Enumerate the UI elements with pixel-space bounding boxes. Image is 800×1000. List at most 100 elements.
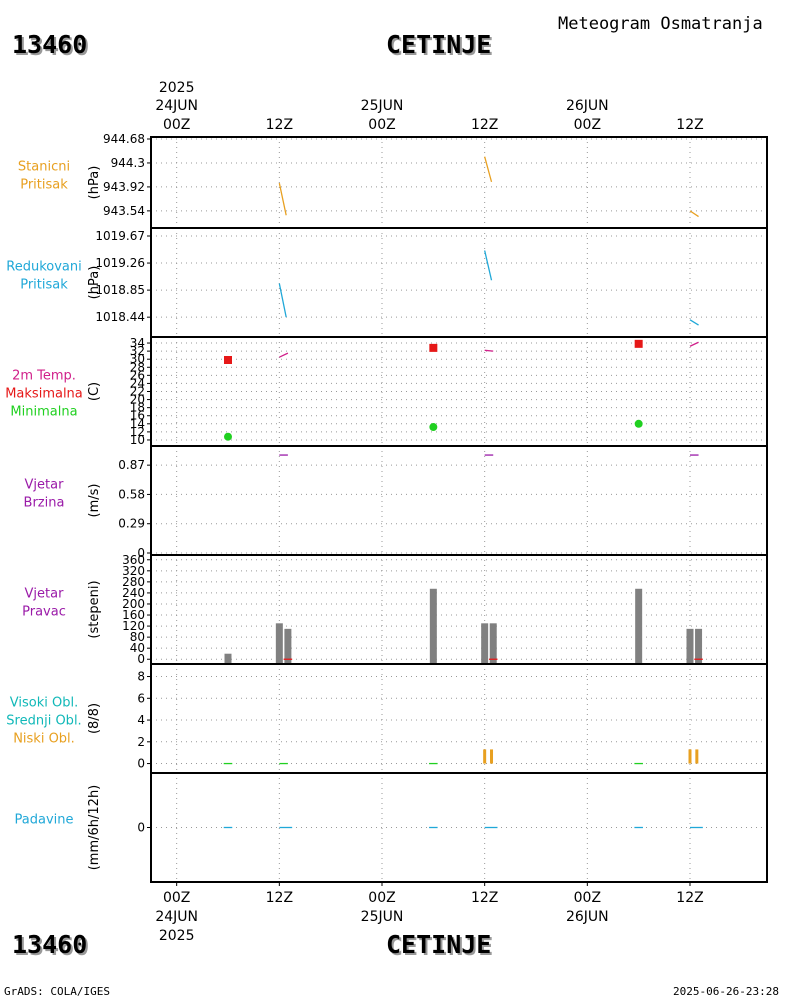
- legend-label: Pravac: [22, 605, 66, 620]
- wind-direction-bar: [481, 623, 489, 663]
- wind-direction-bar: [284, 628, 292, 663]
- y-tick-label: 12: [130, 425, 145, 439]
- legend-label: Visoki Obl.: [10, 696, 78, 711]
- legend-label: Maksimalna: [5, 387, 83, 402]
- y-tick-label: 120: [122, 619, 145, 633]
- station-id-bottom: 13460: [12, 930, 88, 959]
- date-label-top: 25JUN: [361, 98, 404, 114]
- y-axis-unit: (8/8): [87, 703, 102, 734]
- panel-frame: [150, 772, 768, 883]
- y-axis-unit: (stepeni): [87, 580, 102, 638]
- y-tick-label: 6: [137, 691, 145, 705]
- station-id-top: 13460: [12, 30, 88, 59]
- legend-label: 2m Temp.: [12, 369, 76, 384]
- series-segment: [484, 250, 493, 281]
- y-axis-unit: (C): [87, 382, 102, 401]
- y-tick-label: 22: [130, 385, 145, 399]
- date-label-top: 24JUN: [155, 98, 198, 114]
- y-tick-label: 240: [122, 586, 145, 600]
- max-temp-marker: [429, 343, 438, 352]
- y-tick-label: 160: [122, 608, 145, 622]
- y-tick-label: 8: [137, 670, 145, 684]
- time-tick-label-top: 00Z: [163, 117, 190, 133]
- series-segment: [689, 319, 699, 326]
- y-tick-label: 18: [130, 401, 145, 415]
- wind-direction-bar: [489, 623, 497, 663]
- y-tick-label: 0.87: [118, 458, 145, 472]
- y-axis-unit: (hPa): [87, 166, 102, 200]
- generation-timestamp: 2025-06-26-23:28: [673, 985, 779, 998]
- low-cloud-bar: [695, 749, 699, 764]
- legend-label: Srednji Obl.: [6, 714, 81, 729]
- y-tick-label: 10: [130, 433, 145, 447]
- y-tick-label: 16: [130, 409, 145, 423]
- y-tick-label: 1019.67: [95, 229, 145, 243]
- panel-frame: [150, 663, 768, 774]
- legend-label: Minimalna: [10, 405, 77, 420]
- series-segment: [484, 349, 494, 352]
- y-tick-label: 28: [130, 360, 145, 374]
- panel-frame: [150, 336, 768, 447]
- y-tick-label: 0: [137, 652, 145, 666]
- legend-label: Pritisak: [20, 278, 68, 293]
- low-cloud-bar: [490, 749, 494, 764]
- time-tick-label-top: 00Z: [368, 117, 395, 133]
- y-tick-label: 0: [137, 546, 145, 560]
- series-segment: [278, 283, 287, 318]
- time-tick-label-top: 00Z: [574, 117, 601, 133]
- wind-direction-bar: [429, 588, 437, 663]
- y-tick-label: 1018.85: [95, 283, 145, 297]
- low-cloud-bar: [688, 749, 692, 764]
- wind-direction-bar: [635, 588, 643, 663]
- series-segment: [279, 352, 289, 358]
- time-tick-label-bottom: 12Z: [676, 890, 703, 906]
- legend-label: Niski Obl.: [13, 732, 75, 747]
- panel-frame: [150, 554, 768, 665]
- wind-direction-bar: [275, 623, 283, 663]
- min-temp-marker: [429, 423, 438, 432]
- time-tick-label-top: 12Z: [471, 117, 498, 133]
- time-tick-label-bottom: 00Z: [368, 890, 395, 906]
- max-temp-marker: [634, 339, 643, 348]
- series-segment: [689, 210, 699, 218]
- y-tick-label: 40: [130, 641, 145, 655]
- y-axis-unit: (mm/6h/12h): [87, 785, 102, 871]
- min-temp-marker: [224, 432, 232, 441]
- year-label-top: 2025: [159, 80, 195, 96]
- low-cloud-bar: [483, 749, 487, 764]
- y-tick-label: 24: [130, 376, 145, 390]
- y-tick-label: 2: [137, 735, 145, 749]
- legend-label: Padavine: [15, 813, 74, 828]
- series-segment: [278, 182, 287, 216]
- legend-label: Pritisak: [20, 178, 68, 193]
- max-temp-marker: [224, 356, 232, 364]
- time-tick-label-bottom: 00Z: [574, 890, 601, 906]
- y-tick-label: 200: [122, 597, 145, 611]
- grads-credit: GrADS: COLA/IGES: [4, 985, 110, 998]
- y-tick-label: 943.54: [103, 204, 145, 218]
- y-tick-label: 944.3: [111, 156, 145, 170]
- series-segment: [484, 156, 493, 183]
- y-tick-label: 360: [122, 553, 145, 567]
- y-tick-label: 32: [130, 344, 145, 358]
- y-tick-label: 4: [137, 713, 145, 727]
- y-tick-label: 34: [130, 336, 145, 350]
- y-tick-label: 944.68: [103, 132, 145, 146]
- y-tick-label: 280: [122, 575, 145, 589]
- station-name-top: CETINJE: [386, 30, 492, 59]
- y-tick-label: 943.92: [103, 180, 145, 194]
- time-tick-label-top: 12Z: [676, 117, 703, 133]
- wind-direction-bar: [695, 628, 703, 663]
- y-tick-label: 20: [130, 393, 145, 407]
- y-tick-label: 26: [130, 368, 145, 382]
- y-tick-label: 80: [130, 630, 145, 644]
- legend-label: Vjetar: [25, 478, 65, 493]
- y-tick-label: 14: [130, 417, 145, 431]
- y-tick-label: 0: [137, 757, 145, 771]
- y-tick-label: 0.29: [118, 517, 145, 531]
- station-name-bottom: CETINJE: [386, 930, 492, 959]
- panel-frame: [150, 136, 768, 229]
- y-tick-label: 0.58: [118, 487, 145, 501]
- min-temp-marker: [634, 419, 643, 428]
